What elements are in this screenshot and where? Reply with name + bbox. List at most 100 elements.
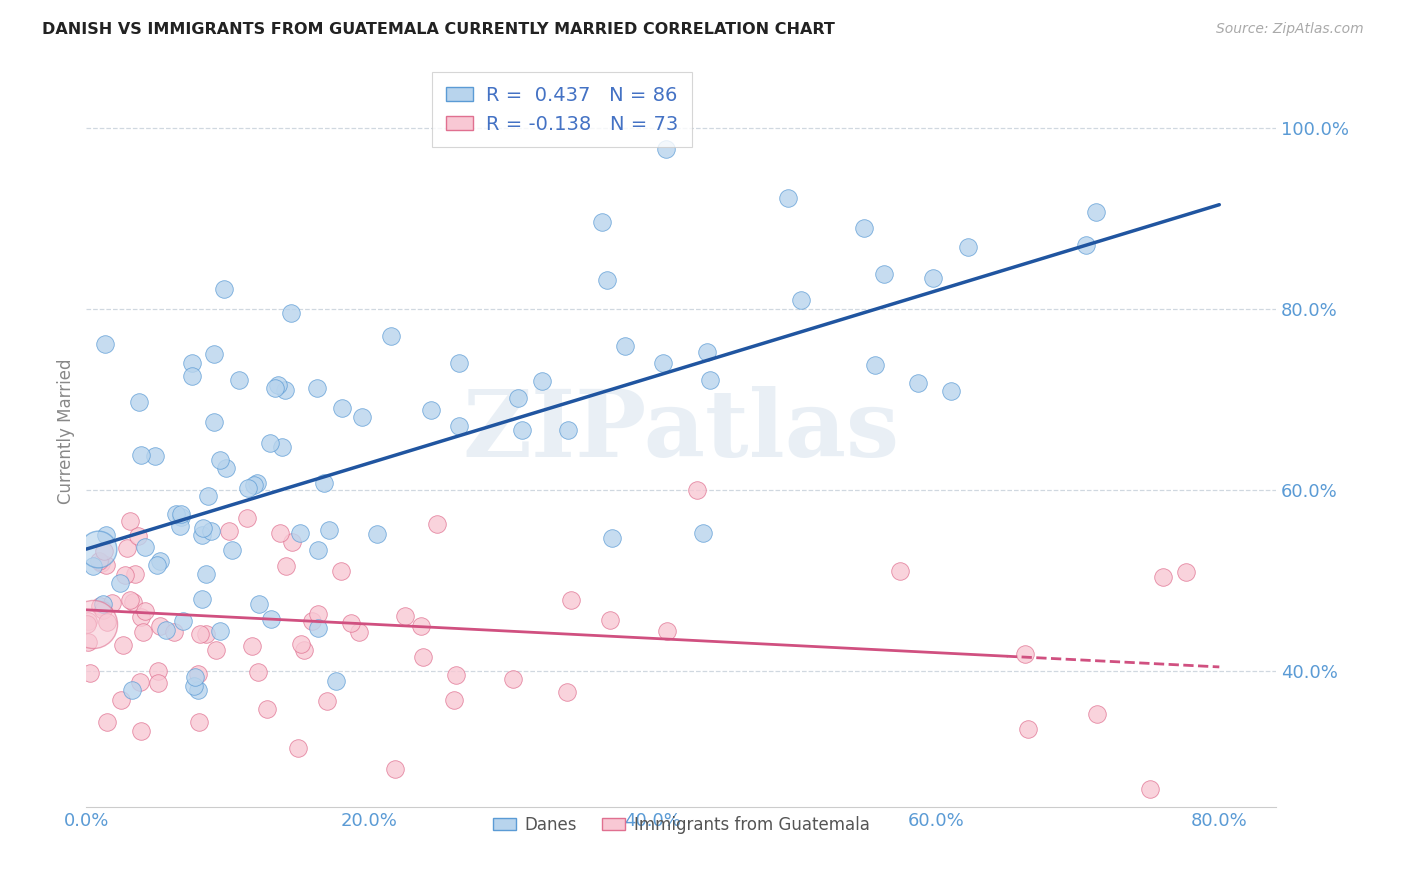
Point (1085, 706, 1108, 721)
Point (128, 395, 150, 409)
Point (865, 358, 887, 372)
Point (260, 612, 283, 626)
Point (449, 418, 471, 433)
Point (557, 424, 579, 438)
Point (183, 679, 205, 693)
Point (873, 267, 896, 281)
Point (170, 510, 193, 524)
Point (148, 676, 170, 690)
Point (114, 568, 136, 582)
Point (149, 554, 172, 568)
Point (330, 401, 353, 416)
Point (699, 373, 721, 387)
Point (96, 715, 118, 730)
Point (349, 625, 371, 640)
Point (790, 293, 813, 307)
Point (205, 642, 228, 657)
Point (280, 306, 302, 320)
Point (82, 559, 104, 574)
Point (307, 607, 329, 621)
Point (129, 610, 152, 624)
Point (149, 619, 172, 633)
Point (274, 559, 297, 574)
Point (1017, 722, 1039, 736)
Point (316, 694, 339, 708)
Point (197, 489, 219, 503)
Point (247, 665, 270, 680)
Point (143, 450, 166, 464)
Point (115, 541, 138, 555)
Point (184, 670, 207, 684)
Point (96, 615, 118, 629)
Point (412, 650, 434, 665)
Point (187, 682, 209, 697)
Point (215, 461, 238, 475)
Point (76, 616, 98, 631)
Point (443, 692, 465, 706)
Point (301, 615, 323, 629)
Point (555, 685, 578, 699)
Point (1074, 238, 1097, 252)
Point (692, 525, 714, 540)
Point (502, 672, 524, 686)
Point (340, 615, 363, 630)
Point (449, 356, 471, 370)
Point (394, 609, 416, 624)
Point (329, 564, 352, 578)
Point (129, 674, 152, 689)
Point (530, 374, 553, 388)
Point (508, 391, 530, 405)
Point (266, 378, 288, 392)
Point (287, 741, 309, 756)
Point (235, 511, 257, 525)
Point (101, 596, 124, 610)
Point (146, 665, 169, 679)
Point (1084, 205, 1107, 219)
Point (280, 535, 302, 549)
Point (120, 514, 142, 528)
Point (194, 627, 217, 641)
Point (956, 240, 979, 254)
Point (228, 374, 250, 388)
Point (602, 531, 624, 545)
Point (426, 516, 449, 531)
Y-axis label: Currently Married: Currently Married (58, 359, 75, 504)
Point (155, 624, 177, 638)
Point (274, 383, 297, 397)
Point (446, 667, 468, 681)
Point (307, 621, 329, 635)
Point (170, 507, 193, 521)
Point (165, 507, 187, 521)
Point (86, 542, 108, 557)
Point (79, 666, 101, 681)
Point (187, 714, 209, 729)
Point (776, 191, 799, 205)
Point (613, 339, 636, 353)
Point (193, 521, 215, 535)
Point (853, 221, 876, 235)
Point (212, 282, 235, 296)
Point (134, 540, 156, 554)
Point (591, 215, 613, 229)
Point (1152, 570, 1174, 584)
Point (181, 369, 204, 384)
Legend: Danes, Immigrants from Guatemala: Danes, Immigrants from Guatemala (486, 809, 876, 840)
Point (134, 605, 156, 619)
Point (380, 328, 402, 343)
Point (256, 701, 278, 715)
Point (292, 643, 315, 657)
Point (652, 356, 675, 370)
Point (110, 575, 132, 590)
Text: Source: ZipAtlas.com: Source: ZipAtlas.com (1216, 22, 1364, 37)
Point (307, 543, 329, 558)
Point (510, 423, 533, 437)
Point (132, 624, 155, 639)
Point (77, 635, 100, 649)
Point (271, 440, 294, 454)
Point (124, 567, 146, 582)
Point (187, 667, 209, 681)
Point (318, 524, 340, 538)
Point (188, 627, 211, 641)
Point (420, 403, 443, 417)
Point (218, 524, 240, 538)
